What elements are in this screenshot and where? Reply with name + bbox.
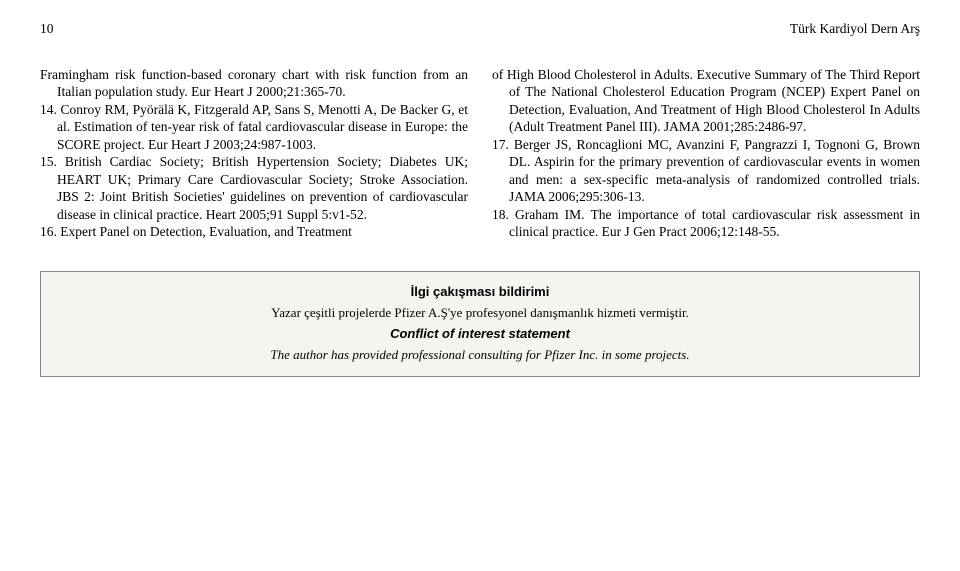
ref-num: 15.	[40, 154, 57, 169]
ref-text: Conroy RM, Pyörälä K, Fitzgerald AP, San…	[57, 102, 468, 152]
reference-item: of High Blood Cholesterol in Adults. Exe…	[492, 66, 920, 136]
ref-text: of High Blood Cholesterol in Adults. Exe…	[492, 67, 920, 135]
ref-text: British Cardiac Society; British Hyperte…	[57, 154, 468, 222]
disclosure-title-en: Conflict of interest statement	[61, 326, 899, 343]
ref-text: Graham IM. The importance of total cardi…	[509, 207, 920, 240]
page-number: 10	[40, 20, 54, 38]
ref-num: 18.	[492, 207, 509, 222]
reference-item: 16. Expert Panel on Detection, Evaluatio…	[40, 223, 468, 241]
disclosure-title-tr: İlgi çakışması bildirimi	[61, 284, 899, 301]
ref-num: 16.	[40, 224, 57, 239]
disclosure-box: İlgi çakışması bildirimi Yazar çeşitli p…	[40, 271, 920, 377]
ref-num: 17.	[492, 137, 509, 152]
ref-text: Expert Panel on Detection, Evaluation, a…	[60, 224, 352, 239]
reference-item: Framingham risk function-based coronary …	[40, 66, 468, 101]
references-columns: Framingham risk function-based coronary …	[40, 66, 920, 241]
journal-title: Türk Kardiyol Dern Arş	[790, 20, 920, 38]
ref-text: Berger JS, Roncaglioni MC, Avanzini F, P…	[509, 137, 920, 205]
right-column: of High Blood Cholesterol in Adults. Exe…	[492, 66, 920, 241]
left-column: Framingham risk function-based coronary …	[40, 66, 468, 241]
reference-item: 18. Graham IM. The importance of total c…	[492, 206, 920, 241]
reference-item: 15. British Cardiac Society; British Hyp…	[40, 153, 468, 223]
ref-text: Framingham risk function-based coronary …	[40, 67, 468, 100]
ref-num: 14.	[40, 102, 57, 117]
page-header: 10 Türk Kardiyol Dern Arş	[40, 20, 920, 38]
disclosure-text-tr: Yazar çeşitli projelerde Pfizer A.Ş'ye p…	[61, 305, 899, 322]
disclosure-text-en: The author has provided professional con…	[61, 347, 899, 364]
reference-item: 14. Conroy RM, Pyörälä K, Fitzgerald AP,…	[40, 101, 468, 154]
reference-item: 17. Berger JS, Roncaglioni MC, Avanzini …	[492, 136, 920, 206]
